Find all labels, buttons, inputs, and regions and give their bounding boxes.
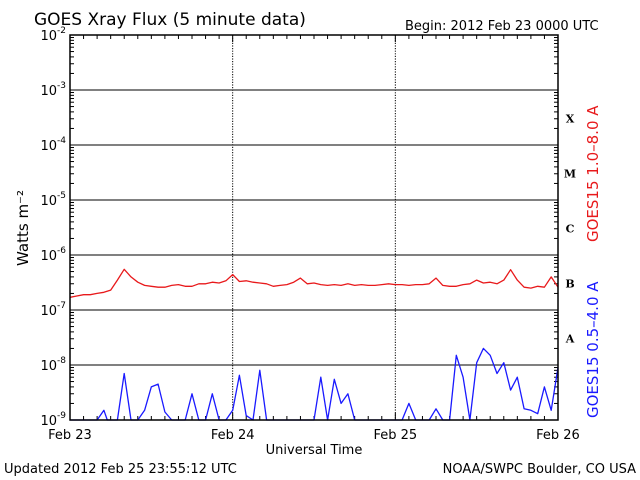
y-tick-label: 10-3 bbox=[40, 81, 66, 99]
y-tick-exponent: -8 bbox=[57, 356, 66, 366]
y-tick-label: 10-5 bbox=[40, 191, 66, 209]
x-tick-label: Feb 24 bbox=[211, 428, 255, 443]
y-tick-exponent: -4 bbox=[57, 136, 66, 146]
y-tick-base: 10 bbox=[40, 139, 57, 154]
y-tick-label: 10-8 bbox=[40, 356, 66, 374]
y-tick-base: 10 bbox=[40, 249, 57, 264]
x-tick-label: Feb 25 bbox=[373, 428, 417, 443]
y-tick-exponent: -3 bbox=[57, 81, 66, 91]
y-tick-base: 10 bbox=[40, 414, 57, 429]
y-tick-label: 10-7 bbox=[40, 301, 66, 319]
flare-class-A: A bbox=[565, 333, 575, 346]
x-tick-label: Feb 26 bbox=[536, 428, 580, 443]
legend-long-channel: GOES15 1.0–8.0 A bbox=[584, 105, 602, 242]
y-tick-label: 10-9 bbox=[40, 411, 66, 429]
credit-label: NOAA/SWPC Boulder, CO USA bbox=[443, 462, 636, 477]
y-tick-exponent: -9 bbox=[57, 411, 66, 421]
y-tick-base: 10 bbox=[40, 29, 57, 44]
series-long-channel-line bbox=[69, 268, 559, 298]
y-tick-base: 10 bbox=[40, 194, 57, 209]
begin-label: Begin: 2012 Feb 23 0000 UTC bbox=[405, 19, 599, 34]
flare-class-C: C bbox=[566, 223, 575, 236]
y-tick-label: 10-4 bbox=[40, 136, 66, 154]
flare-class-B: B bbox=[565, 278, 574, 291]
series-short-channel-line bbox=[70, 347, 559, 421]
x-tick-label: Feb 23 bbox=[48, 428, 92, 443]
y-tick-exponent: -7 bbox=[57, 301, 66, 311]
legend-short-channel: GOES15 0.5–4.0 A bbox=[584, 281, 602, 418]
flare-class-X: X bbox=[566, 113, 575, 126]
y-tick-labels: 10-210-310-410-510-610-710-810-9 bbox=[40, 26, 66, 429]
y-tick-exponent: -5 bbox=[57, 191, 66, 201]
plot-frame bbox=[69, 34, 559, 421]
chart-title: GOES Xray Flux (5 minute data) bbox=[34, 10, 306, 30]
y-tick-exponent: -2 bbox=[57, 26, 66, 36]
y-tick-label: 10-6 bbox=[40, 246, 66, 264]
y-tick-base: 10 bbox=[40, 304, 57, 319]
y-tick-exponent: -6 bbox=[57, 246, 66, 256]
y-tick-base: 10 bbox=[40, 359, 57, 374]
grid-lines bbox=[70, 34, 558, 421]
updated-timestamp: Updated 2012 Feb 25 23:55:12 UTC bbox=[4, 462, 237, 477]
flare-class-M: M bbox=[564, 168, 576, 181]
x-axis-label: Universal Time bbox=[266, 443, 363, 458]
x-tick-labels: Feb 23 Feb 24 Feb 25 Feb 26 bbox=[48, 428, 580, 443]
y-axis-label: Watts m⁻² bbox=[14, 190, 32, 266]
y-tick-label: 10-2 bbox=[40, 26, 66, 44]
y-tick-base: 10 bbox=[40, 84, 57, 99]
flare-class-labels: X M C B A bbox=[564, 113, 576, 346]
series-lines bbox=[69, 268, 559, 421]
